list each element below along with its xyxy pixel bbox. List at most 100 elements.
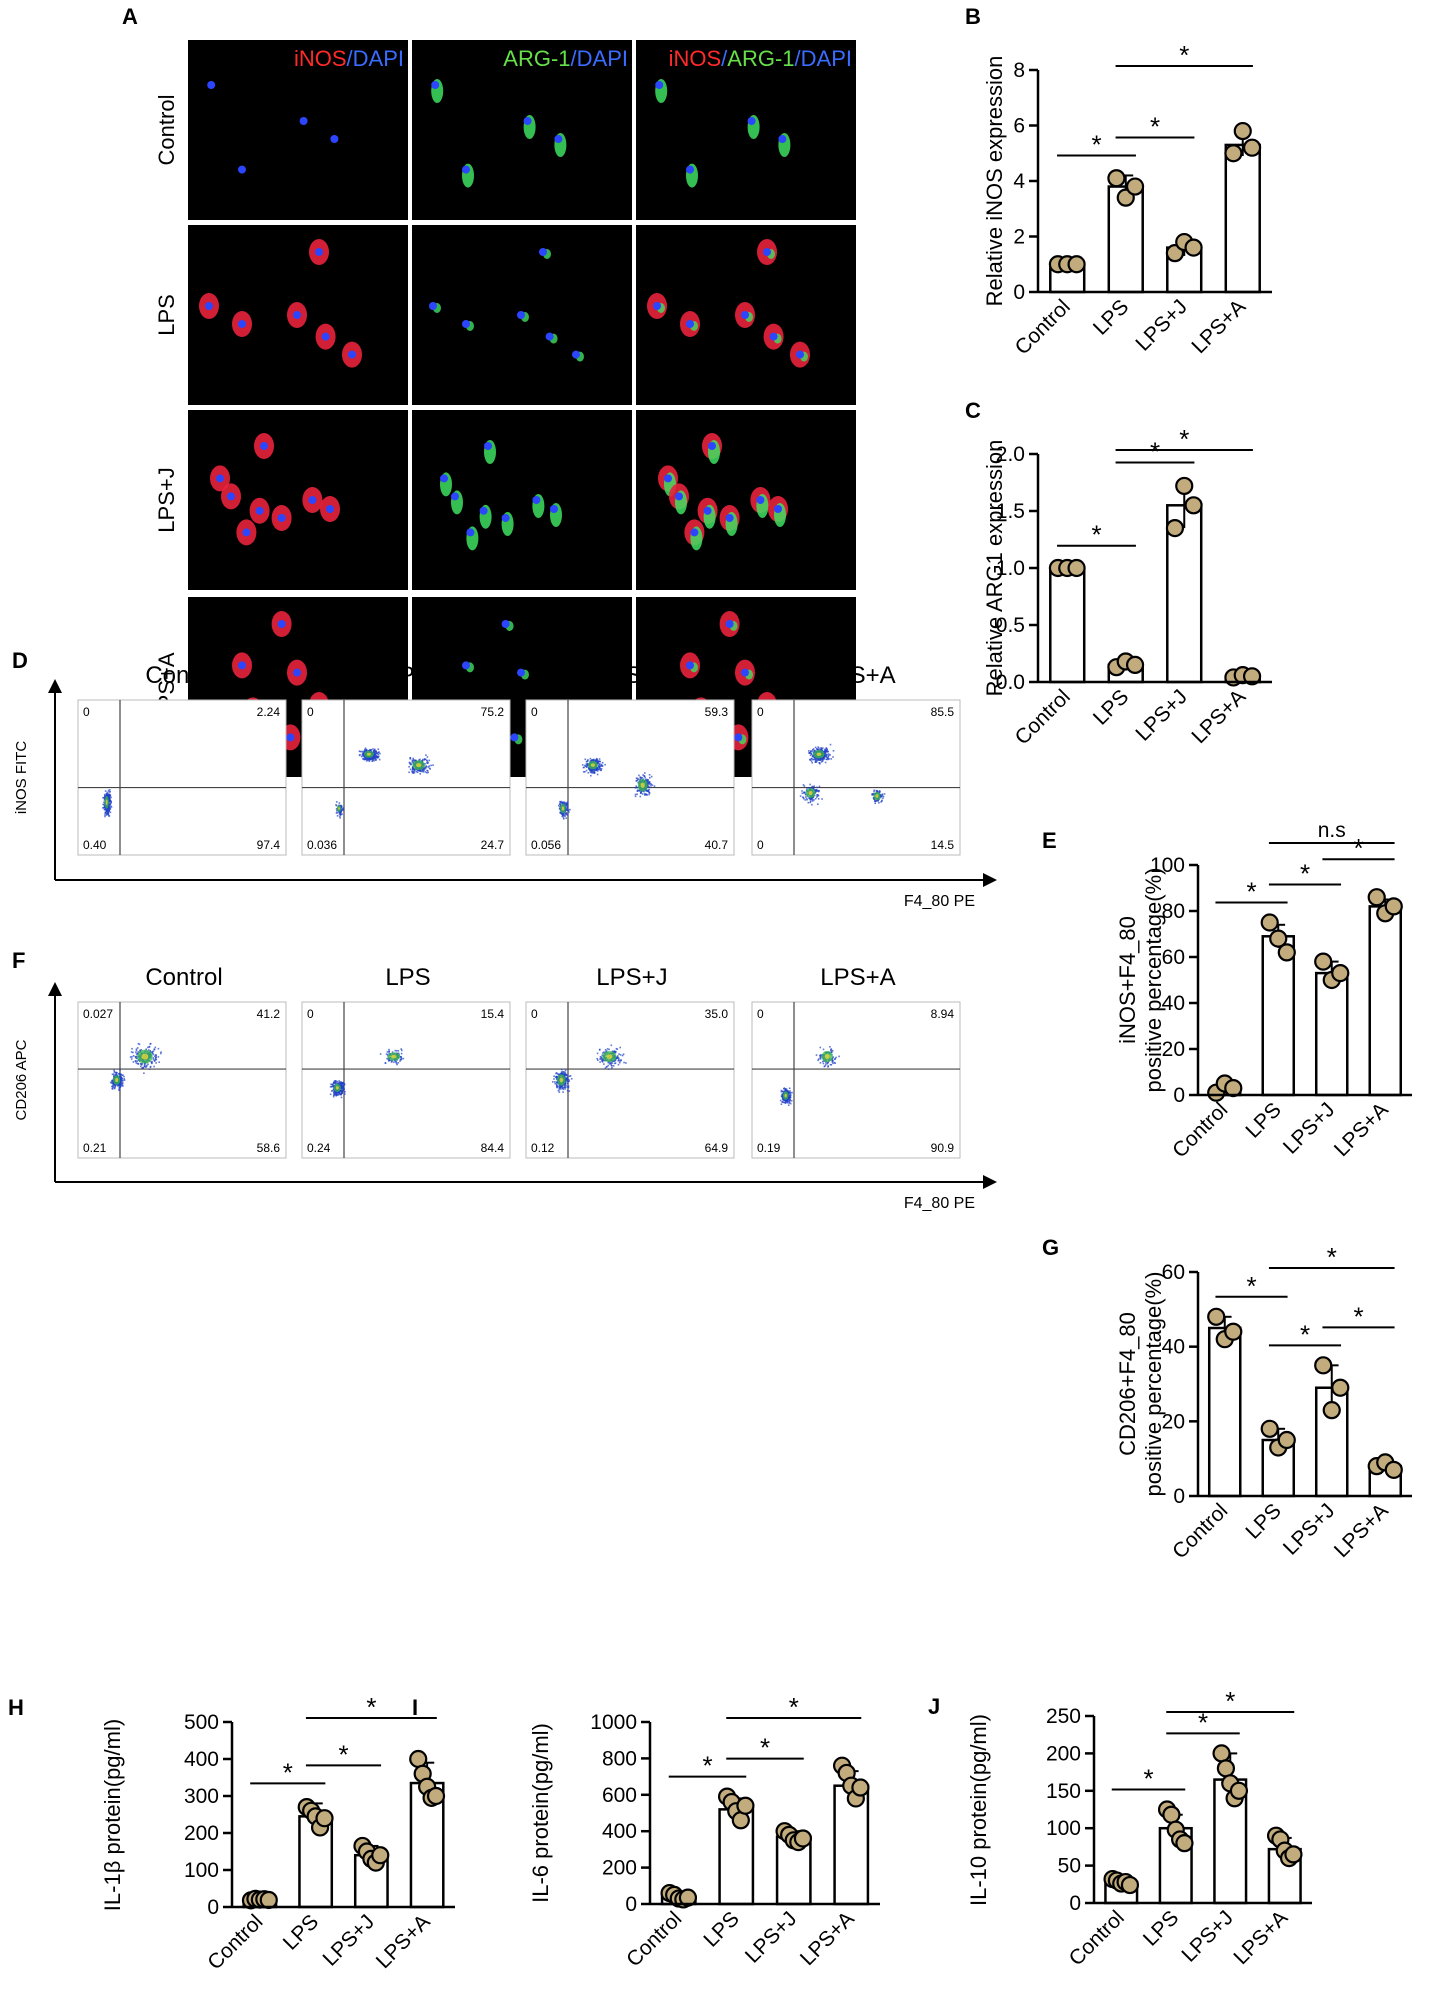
event-dot — [789, 1095, 791, 1097]
event-dot — [565, 813, 568, 816]
event-dot — [372, 748, 374, 750]
event-dot — [399, 1060, 401, 1062]
event-dot — [386, 1053, 389, 1056]
event-dot — [153, 1055, 156, 1057]
event-dot — [559, 1073, 561, 1075]
event-dot — [338, 813, 341, 815]
event-dot — [395, 1062, 398, 1065]
event-dot — [566, 801, 569, 803]
data-point — [1284, 1845, 1303, 1864]
event-dot — [566, 1074, 569, 1077]
event-dot — [373, 756, 375, 758]
event-dot — [783, 1091, 785, 1093]
y-tick-label: 50 — [1058, 1855, 1081, 1878]
event-dot — [814, 757, 816, 759]
y-tick-label: 0 — [1173, 1084, 1185, 1107]
y-tick-label: 400 — [184, 1748, 219, 1771]
event-dot — [409, 768, 412, 771]
event-dot — [597, 1059, 599, 1061]
event-dot — [618, 1053, 620, 1055]
event-dot — [121, 1080, 124, 1082]
event-dot — [135, 1051, 137, 1053]
event-dot — [339, 817, 341, 819]
event-dot — [816, 759, 818, 762]
nucleus — [431, 81, 440, 89]
channel-name: /DAPI — [571, 46, 628, 71]
y-tick-label: 100 — [1046, 1817, 1081, 1840]
event-dot — [344, 1091, 346, 1093]
event-dot — [826, 1062, 829, 1065]
event-dot — [821, 798, 823, 800]
event-dot — [144, 1066, 147, 1068]
event-dot — [650, 783, 652, 785]
event-dot — [365, 749, 368, 751]
event-dot — [362, 757, 365, 760]
event-dot — [378, 758, 381, 761]
nucleus — [501, 514, 510, 522]
event-dot — [418, 759, 420, 761]
event-dot — [107, 789, 110, 792]
event-dot — [111, 1085, 113, 1088]
event-dot — [610, 1062, 612, 1064]
y-axis-arrow — [48, 982, 62, 996]
event-dot — [412, 766, 414, 768]
event-dot — [363, 755, 366, 758]
event-dot — [817, 790, 820, 793]
quadrant-value: 0 — [531, 1007, 538, 1021]
event-dot — [816, 786, 818, 789]
event-dot — [803, 797, 805, 800]
channel-header: iNOS/ARG-1/DAPI — [669, 46, 852, 71]
scatter-plot-frame — [751, 1001, 961, 1159]
event-dot — [119, 1075, 121, 1077]
density-peak — [640, 782, 645, 788]
event-dot — [815, 759, 817, 762]
significance-label: * — [366, 1692, 376, 1722]
event-dot — [140, 1064, 143, 1066]
event-dot — [111, 1087, 113, 1090]
event-dot — [648, 793, 650, 796]
event-dot — [376, 756, 379, 758]
event-dot — [614, 1062, 617, 1064]
quadrant-value: 41.2 — [257, 1007, 281, 1021]
event-dot — [333, 1081, 335, 1083]
event-dot — [428, 767, 431, 769]
event-dot — [409, 762, 411, 765]
event-dot — [808, 752, 810, 754]
event-dot — [123, 1079, 126, 1081]
event-dot — [422, 771, 425, 773]
event-dot — [834, 1062, 836, 1064]
nucleus — [207, 81, 216, 89]
event-dot — [824, 752, 826, 755]
event-dot — [648, 786, 650, 788]
event-dot — [824, 748, 826, 751]
event-dot — [558, 804, 560, 807]
event-dot — [780, 1089, 783, 1092]
event-dot — [825, 1062, 827, 1064]
event-dot — [811, 750, 813, 752]
event-dot — [103, 801, 105, 804]
event-dot — [402, 1057, 405, 1060]
data-point — [1384, 1460, 1403, 1479]
event-dot — [371, 755, 374, 758]
event-dot — [560, 800, 563, 803]
event-dot — [614, 1050, 616, 1053]
event-dot — [620, 1059, 622, 1061]
event-dot — [149, 1065, 152, 1068]
y-axis-label: iNOS+F4_80 — [1115, 916, 1140, 1044]
event-dot — [619, 1054, 622, 1056]
event-dot — [336, 811, 339, 814]
event-dot — [372, 757, 374, 759]
event-dot — [416, 771, 419, 774]
quadrant-value: 0.12 — [531, 1141, 555, 1155]
event-dot — [108, 796, 111, 798]
event-dot — [331, 1090, 333, 1092]
event-dot — [557, 1085, 559, 1088]
event-dot — [817, 798, 820, 800]
event-dot — [559, 812, 562, 814]
data-point — [1314, 1356, 1333, 1375]
data-point — [736, 1796, 755, 1815]
data-point — [1229, 1781, 1249, 1800]
event-dot — [341, 813, 343, 815]
event-dot — [141, 1063, 143, 1065]
event-dot — [136, 1047, 139, 1049]
